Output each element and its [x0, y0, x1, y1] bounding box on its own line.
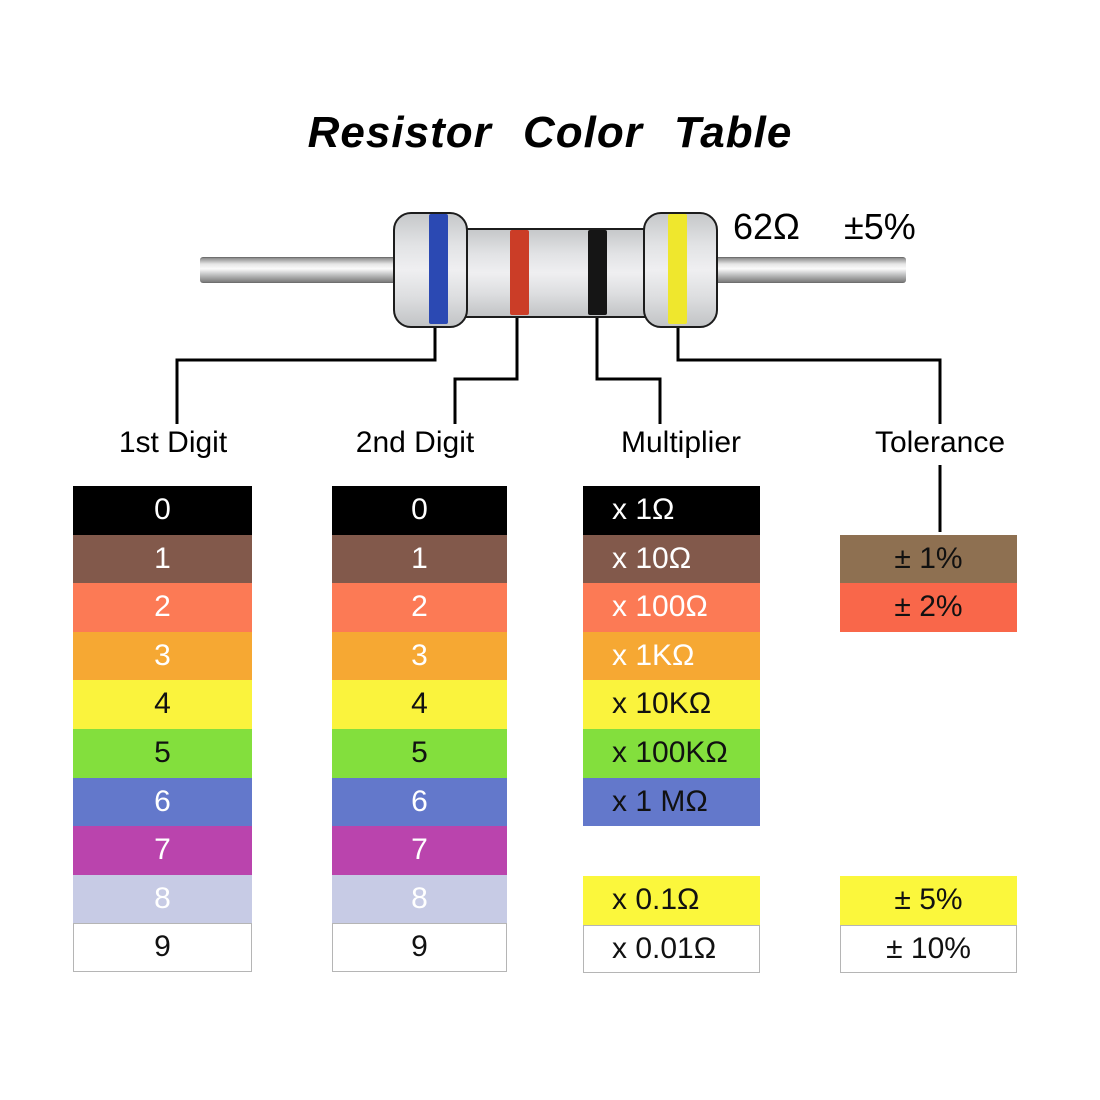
multiplier-row: x 0.01Ω [583, 924, 760, 974]
digit1-row: 7 [73, 826, 252, 875]
digit2-row: 4 [332, 680, 507, 729]
tolerance-row: ± 5% [840, 876, 1017, 925]
digit1-row: 5 [73, 728, 252, 778]
column-header-2nd-digit: 2nd Digit [355, 426, 475, 459]
multiplier-row: x 100Ω [583, 583, 760, 632]
tolerance-color-table: ± 1% ± 2% [840, 534, 1017, 632]
resistor-lead-left [200, 257, 400, 283]
digit2-row: 6 [332, 777, 507, 827]
multiplier-row: x 1KΩ [583, 631, 760, 681]
digit2-row: 1 [332, 534, 507, 584]
digit2-row: 9 [332, 923, 507, 972]
multiplier-row: x 0.1Ω [583, 876, 760, 925]
multiplier-row: x 1 MΩ [583, 777, 760, 827]
connector-line-1st-digit [175, 328, 437, 424]
connector-line-2nd-digit [453, 318, 519, 424]
connector-line-tolerance [676, 328, 942, 424]
digit1-row: 8 [73, 874, 252, 924]
connector-line-multiplier [595, 318, 662, 424]
tolerance-extra-color-table: ± 5% ± 10% [840, 876, 1017, 974]
resistor-rating: 62Ω ±5% [733, 206, 916, 248]
digit1-row: 9 [73, 923, 252, 972]
digit1-row: 1 [73, 534, 252, 584]
digit2-row: 7 [332, 826, 507, 875]
multiplier-row: x 10KΩ [583, 680, 760, 729]
digit2-row: 3 [332, 631, 507, 681]
digit1-row: 0 [73, 486, 252, 535]
resistor-tolerance-label: ±5% [843, 206, 916, 247]
multiplier-row: x 10Ω [583, 534, 760, 584]
tolerance-row: ± 2% [840, 583, 1017, 632]
digit1-row: 3 [73, 631, 252, 681]
digit1-row: 6 [73, 777, 252, 827]
multiplier-row: x 100KΩ [583, 728, 760, 778]
digit2-row: 0 [332, 486, 507, 535]
multiplier-row: x 1Ω [583, 486, 760, 535]
column-header-multiplier: Multiplier [620, 426, 742, 459]
page-title: Resistor Color Table [307, 108, 793, 157]
tolerance-row: ± 1% [840, 534, 1017, 584]
digit1-row: 4 [73, 680, 252, 729]
black-band [588, 230, 607, 315]
digit1-row: 2 [73, 583, 252, 632]
multiplier-extra-color-table: x 0.1Ω x 0.01Ω [583, 876, 760, 974]
yellow-band [668, 214, 687, 324]
multiplier-color-table: x 1Ω x 10Ω x 100Ω x 1KΩ x 10KΩ x 100KΩ x 1 MΩ [583, 486, 760, 827]
resistor-value-label: 62Ω [733, 206, 800, 247]
digit2-row: 8 [332, 874, 507, 924]
digit2-row: 2 [332, 583, 507, 632]
resistor-lead-right [710, 257, 906, 283]
column-header-1st-digit: 1st Digit [118, 426, 228, 459]
blue-band [429, 214, 448, 324]
red-band [510, 230, 529, 315]
digit2-row: 5 [332, 728, 507, 778]
tolerance-row: ± 10% [840, 924, 1017, 974]
column-header-tolerance: Tolerance [874, 426, 1006, 459]
